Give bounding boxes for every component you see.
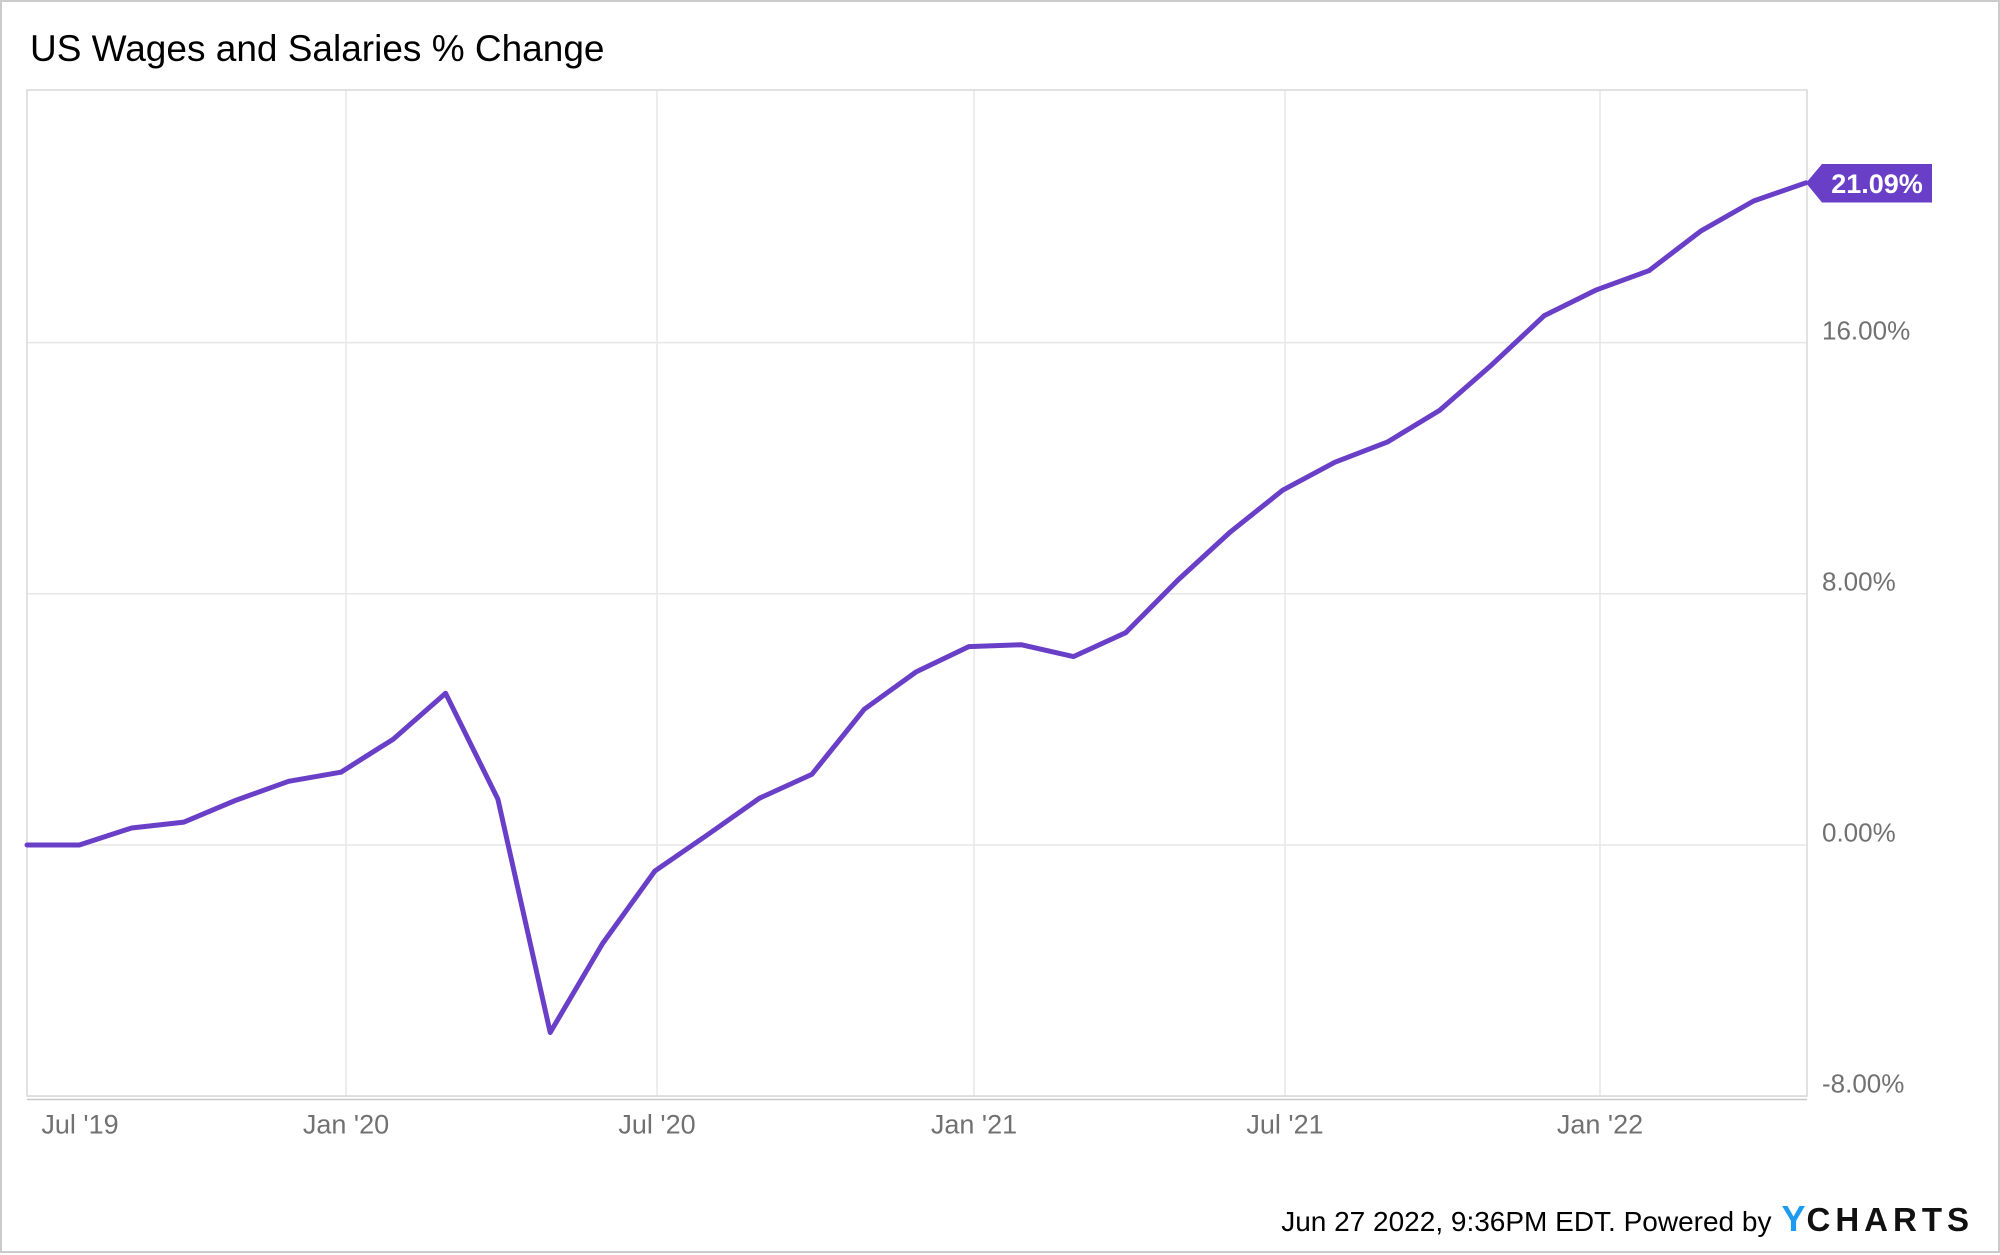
footer: Jun 27 2022, 9:36PM EDT. Powered by Y CHA… [1281,1198,1974,1240]
chart-title: US Wages and Salaries % Change [30,28,605,69]
x-axis-tick-label: Jan '21 [930,1109,1018,1140]
last-value-badge [1806,164,1932,203]
last-value-badge-text: 21.09% [1831,169,1923,199]
x-axis-tick-label: Jul '21 [1246,1109,1324,1140]
y-axis-tick-label: 8.00% [1822,566,1896,597]
series-line[interactable] [24,180,1809,1035]
ycharts-logo[interactable]: Y CHARTS [1781,1198,1974,1240]
plot-border [26,89,1808,1097]
y-axis-tick-label: -8.00% [1822,1068,1905,1099]
y-axis-tick-label: 0.00% [1822,817,1896,848]
x-axis-tick-label: Jan '20 [302,1109,390,1140]
ycharts-logo-y: Y [1781,1198,1807,1239]
x-axis-tick-label: Jan '22 [1556,1109,1644,1140]
y-axis-tick-label: 16.00% [1822,315,1911,346]
x-axis-tick-label: Jul '20 [618,1109,696,1140]
footer-timestamp: Jun 27 2022, 9:36PM EDT. Powered by [1281,1206,1772,1237]
x-axis-tick-label: Jul '19 [41,1109,119,1140]
ycharts-logo-charts: CHARTS [1806,1201,1974,1238]
